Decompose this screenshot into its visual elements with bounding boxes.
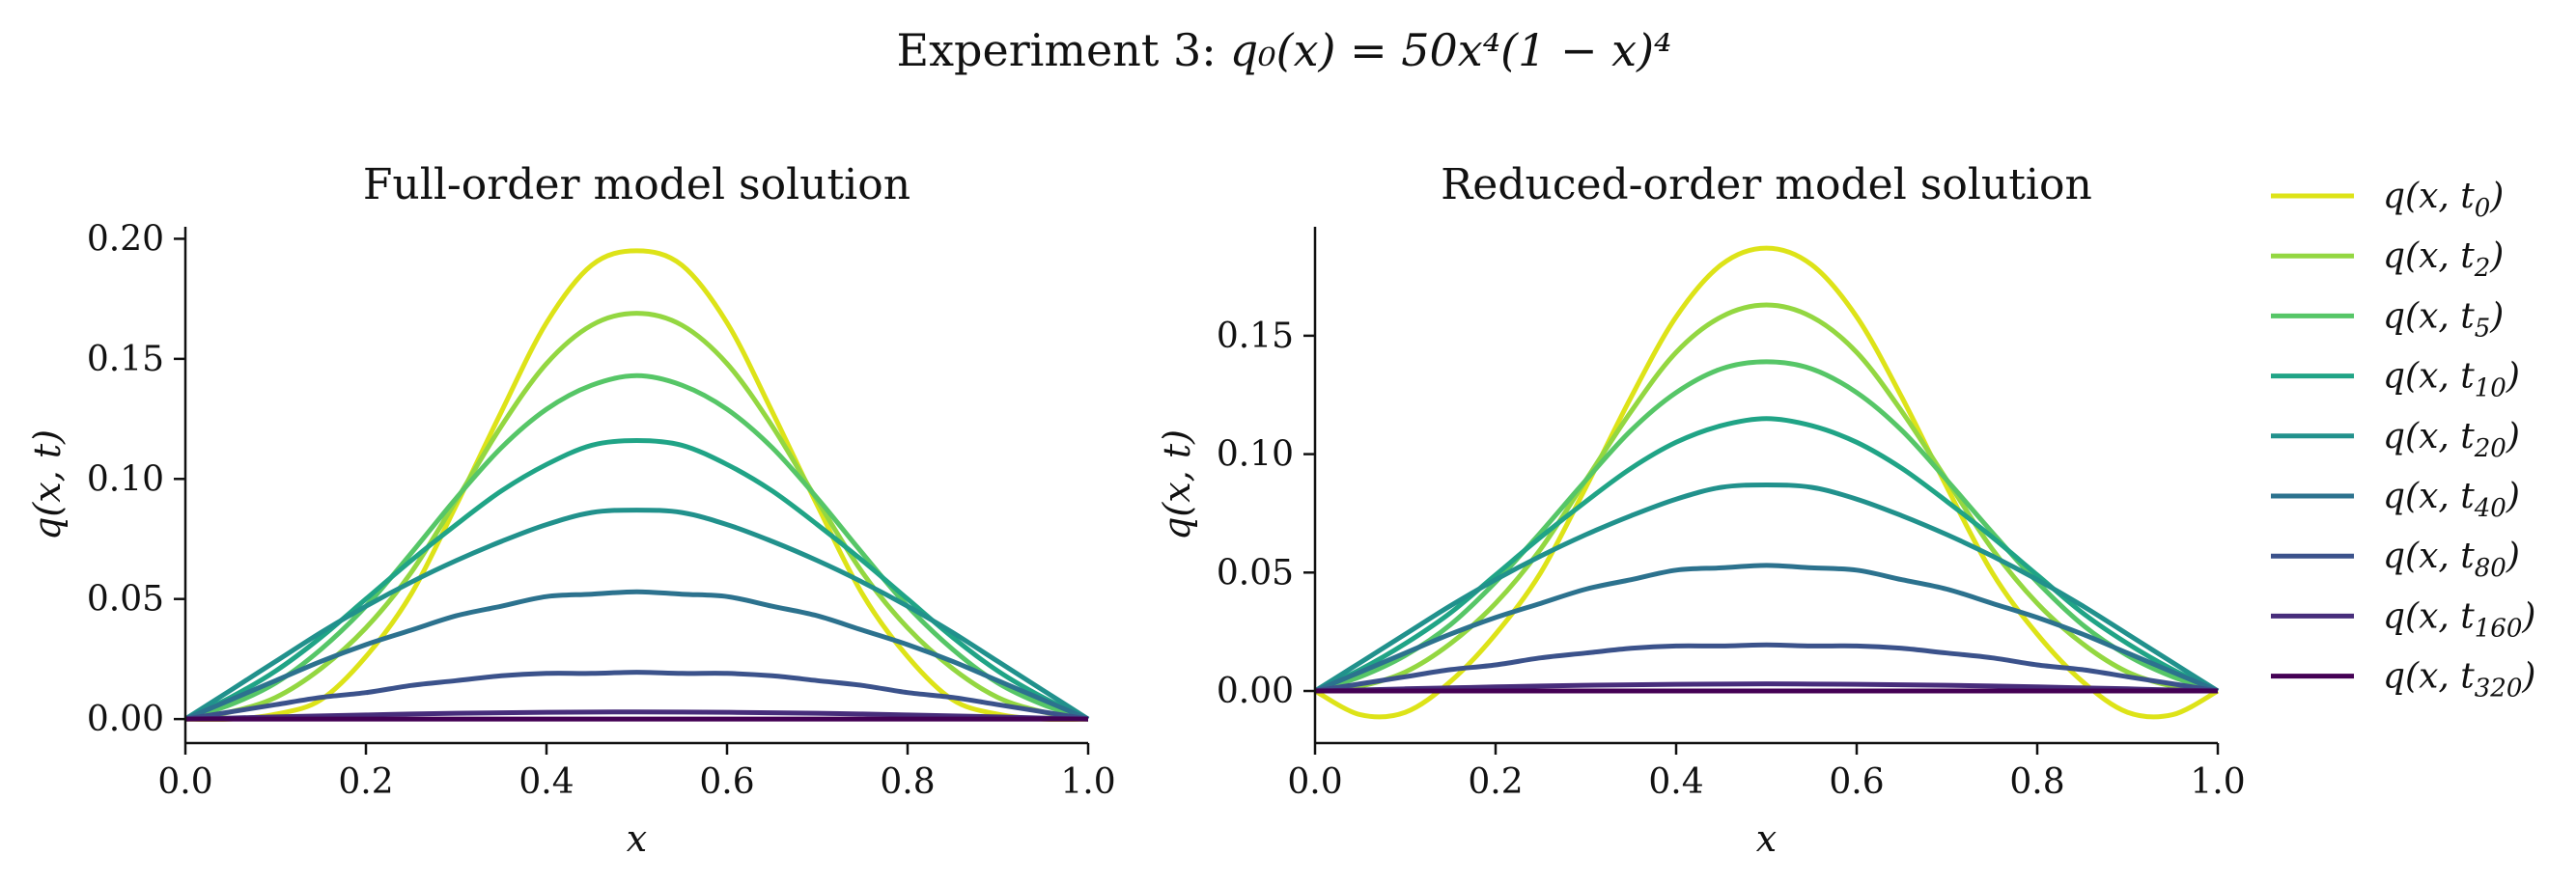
- rom-series-7: [1314, 681, 2219, 694]
- legend-label-4: q(x, t20): [2383, 417, 2520, 463]
- legend-label-1: q(x, t2): [2383, 236, 2504, 283]
- rom-xtick-label-4: 0.8: [2009, 762, 2064, 802]
- fom-ytick-label-1: 0.05: [87, 580, 164, 620]
- rom-xtick-label-0: 0.0: [1287, 762, 1342, 802]
- legend-label-3: q(x, t10): [2383, 357, 2520, 403]
- rom-xtick-label-2: 0.4: [1648, 762, 1703, 802]
- fom-ylabel: q(x, t): [26, 429, 69, 540]
- fom-series-5: [184, 589, 1089, 722]
- rom-series-3: [1313, 416, 2220, 694]
- suptitle-formula: q₀(x) = 50x⁴(1 − x)⁴: [1230, 24, 1672, 76]
- fom-ytick-label-0: 0.00: [87, 700, 164, 739]
- rom-series-2: [1314, 359, 2219, 694]
- rom-ylabel: q(x, t): [1156, 429, 1198, 540]
- legend-label-2: q(x, t5): [2383, 296, 2504, 343]
- fom-series-3: [183, 438, 1090, 722]
- fom-ytick-label-3: 0.15: [87, 340, 164, 379]
- rom-series-6: [1314, 642, 2219, 694]
- rom-xtick-label-5: 1.0: [2190, 762, 2245, 802]
- fom-series-7: [184, 709, 1089, 722]
- fom-xtick-label-2: 0.4: [518, 762, 574, 802]
- fom-xlabel: x: [627, 817, 647, 860]
- legend-label-0: q(x, t0): [2383, 177, 2504, 223]
- fom-title: Full-order model solution: [363, 160, 910, 209]
- legend-label-6: q(x, t80): [2383, 537, 2520, 583]
- fom-series-0: [184, 248, 1089, 722]
- rom-ytick-label-3: 0.15: [1217, 317, 1294, 356]
- fom-series-6: [184, 670, 1089, 722]
- fom-xtick-label-0: 0.0: [157, 762, 212, 802]
- suptitle-label: Experiment 3:: [897, 24, 1217, 76]
- fom-xtick-label-4: 0.8: [880, 762, 935, 802]
- rom-xtick-label-3: 0.6: [1829, 762, 1884, 802]
- fom-ytick-label-2: 0.10: [87, 459, 164, 499]
- rom-series-4: [1313, 483, 2220, 694]
- rom-series-0: [1313, 245, 2220, 720]
- legend: q(x, t0) q(x, t2) q(x, t5) q(x, t10) q(x, t2…: [2271, 177, 2535, 704]
- rom-series-5: [1314, 563, 2219, 694]
- fom-xtick-label-5: 1.0: [1060, 762, 1115, 802]
- rom-xlabel: x: [1756, 817, 1777, 860]
- fom-series-4: [183, 508, 1090, 722]
- rom-ytick-label-1: 0.05: [1217, 553, 1294, 593]
- fom-ytick-label-4: 0.20: [87, 219, 164, 259]
- legend-label-7: q(x, t160): [2383, 596, 2535, 643]
- rom-ytick-label-0: 0.00: [1217, 672, 1294, 711]
- legend-label-5: q(x, t40): [2383, 477, 2520, 523]
- legend-label-8: q(x, t320): [2383, 657, 2535, 704]
- fom-xtick-label-1: 0.2: [338, 762, 393, 802]
- figure-suptitle: Experiment 3: q₀(x) = 50x⁴(1 − x)⁴: [897, 24, 1672, 76]
- full-order-plot: Full-order model solution 0.0 0.2 0.4 0.6 0.8…: [26, 160, 1116, 860]
- fom-series-2: [184, 373, 1089, 722]
- rom-title: Reduced-order model solution: [1441, 160, 2092, 209]
- fom-xtick-label-3: 0.6: [699, 762, 754, 802]
- rom-xtick-label-1: 0.2: [1468, 762, 1523, 802]
- fom-series-1: [184, 311, 1089, 722]
- reduced-order-plot: Reduced-order model solution 0.0 0.2 0.4 0.6…: [1156, 160, 2246, 860]
- rom-ytick-label-2: 0.10: [1217, 435, 1294, 475]
